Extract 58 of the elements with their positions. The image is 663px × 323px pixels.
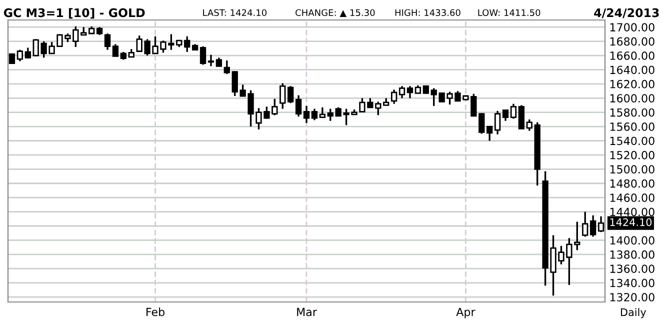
text: LOW: 1411.50 — [478, 9, 540, 16]
text: 4/24/2013 — [594, 8, 659, 18]
y-tick-label: 1480.00 — [610, 179, 654, 188]
y-tick-label: 1540.00 — [610, 136, 654, 146]
candlestick — [518, 104, 525, 130]
text: CHANGE: ▲ 15.30 — [296, 9, 375, 18]
text: 1424.10 — [610, 218, 652, 226]
y-tick-label: 1320.00 — [610, 293, 654, 302]
candlestick — [502, 108, 509, 122]
candlestick — [208, 54, 214, 68]
candlestick — [295, 94, 302, 118]
candlestick — [598, 216, 604, 233]
x-tick-label: Mar — [297, 308, 317, 316]
x-tick-label: Apr — [456, 308, 476, 318]
candlestick — [390, 88, 398, 105]
candlestick — [582, 210, 588, 238]
y-tick-label: 1600.00 — [610, 94, 654, 103]
y-tick-label: 1700.00 — [610, 23, 654, 32]
candlestick — [24, 46, 31, 60]
y-tick-label: 1380.00 — [610, 250, 654, 259]
candlestick — [311, 108, 318, 121]
y-tick-label: 1560.00 — [610, 122, 654, 131]
candlestick — [104, 32, 111, 51]
y-tick-label: 1440.00 — [610, 208, 654, 216]
candlestick — [8, 53, 16, 64]
y-tick-label: 1680.00 — [610, 37, 654, 46]
y-tick-label: 1340.00 — [610, 278, 654, 288]
text: HIGH: 1433.60 — [395, 9, 460, 16]
candlestick — [200, 45, 206, 66]
candlestick — [112, 43, 119, 58]
candlestick — [510, 102, 517, 120]
y-tick-label: 1400.00 — [610, 236, 654, 245]
y-tick-label: 1500.00 — [610, 165, 654, 174]
candlestick — [398, 85, 406, 99]
y-tick-label: 1640.00 — [610, 66, 654, 74]
candlestick — [224, 60, 230, 75]
y-tick-label: 1580.00 — [610, 108, 654, 117]
y-tick-label: 1620.00 — [610, 80, 654, 88]
candlestick — [486, 126, 493, 142]
y-tick-label: 1360.00 — [610, 264, 654, 273]
chart-title: GC M3=1 [10] - GOLD — [4, 8, 145, 19]
candlestick — [280, 82, 286, 110]
y-tick-label: 1660.00 — [610, 51, 654, 60]
candlestick — [16, 49, 24, 62]
text: Daily — [621, 308, 646, 318]
y-tick-label: 1520.00 — [610, 150, 654, 160]
candlestick — [478, 112, 485, 134]
candlestick — [327, 108, 334, 122]
candlestick — [287, 85, 294, 104]
x-tick-label: Feb — [146, 308, 164, 316]
candlestick — [303, 105, 310, 124]
candlestick — [184, 36, 190, 53]
candlestick — [406, 85, 414, 99]
y-tick-label: 1460.00 — [610, 194, 654, 202]
candlestick — [590, 214, 596, 238]
candlestick — [526, 118, 532, 132]
candlestick — [494, 110, 501, 136]
text: LAST: 1424.10 — [203, 9, 267, 16]
